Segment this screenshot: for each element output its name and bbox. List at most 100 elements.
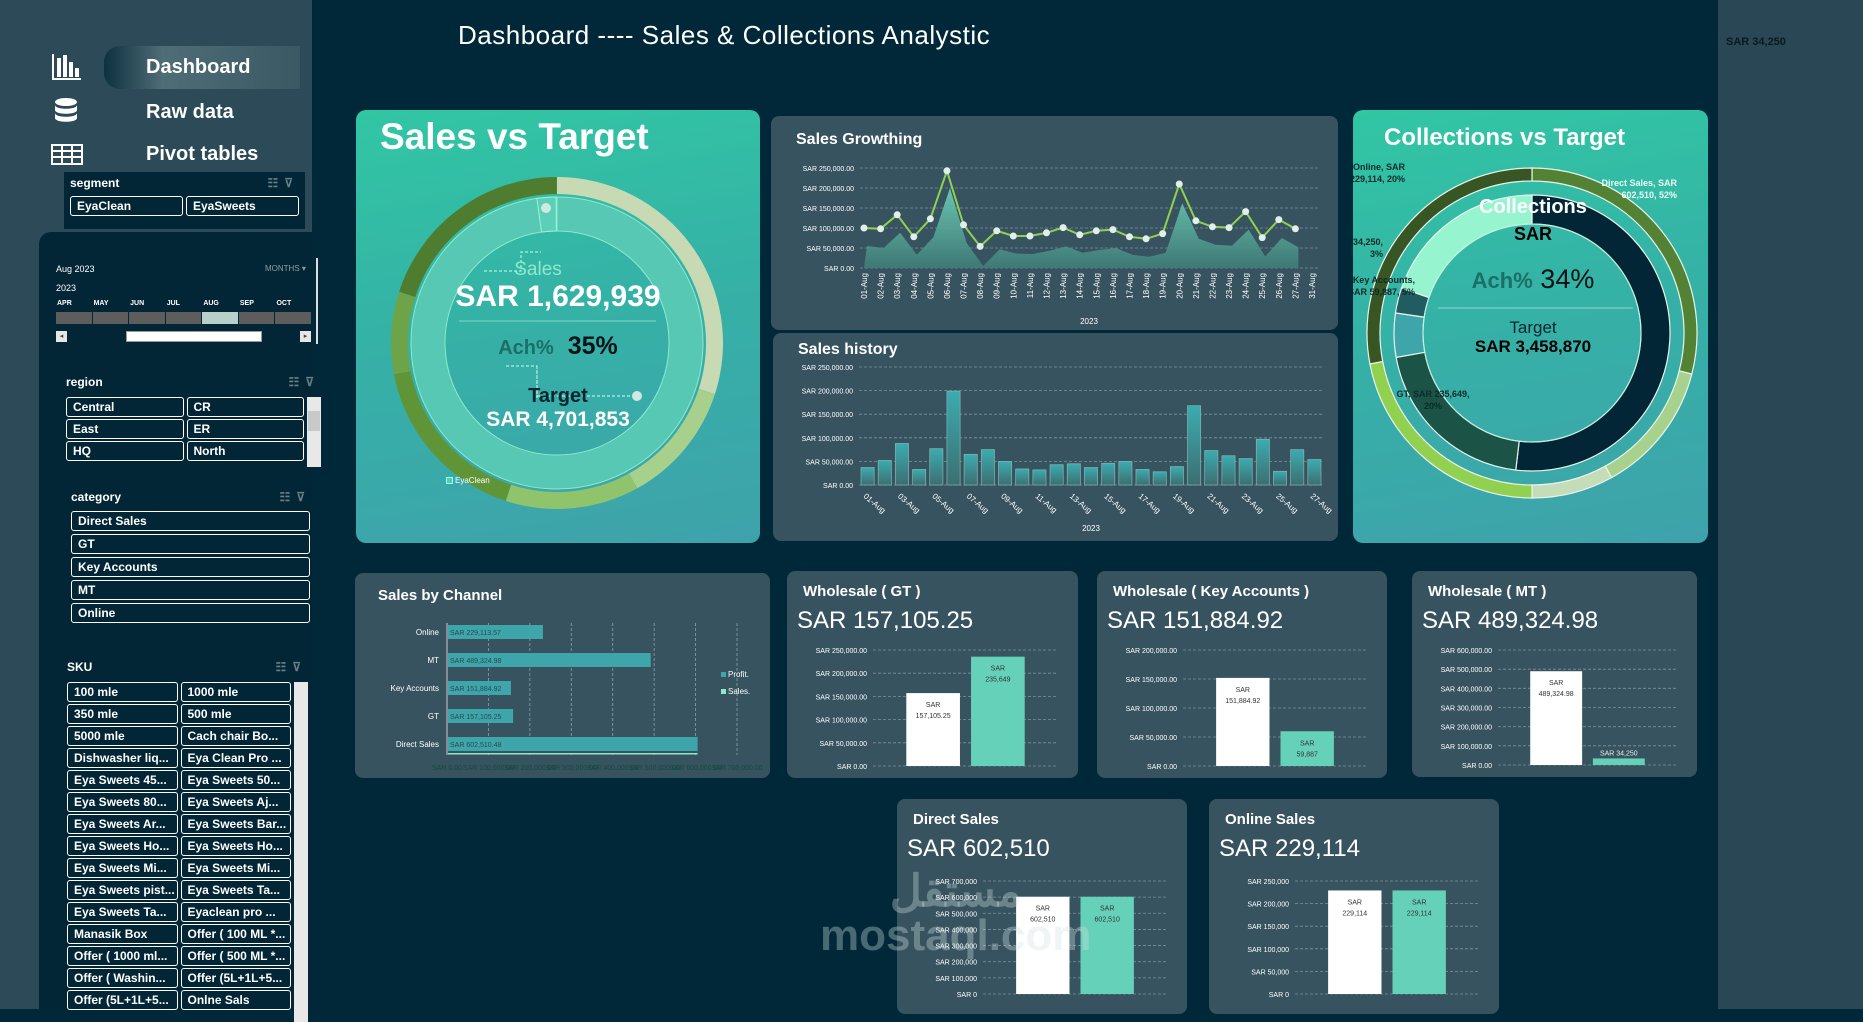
marker	[541, 203, 551, 213]
slicer-item[interactable]: Eya Sweets Ta...	[180, 880, 291, 900]
month-bar	[56, 312, 92, 324]
segment-item[interactable]: EyaSweets	[186, 196, 299, 216]
slicer-item[interactable]: Eya Sweets 50...	[180, 770, 291, 790]
data-label: SAR 602,510.48	[450, 742, 501, 749]
slicer-item[interactable]: Eyaclean pro ...	[180, 902, 291, 922]
timeline-month[interactable]: APR	[56, 300, 92, 325]
target-ring	[410, 196, 704, 490]
data-point	[893, 211, 901, 219]
slicer-item[interactable]: North	[186, 441, 304, 461]
slicer-item[interactable]: Offer ( Washin...	[67, 968, 178, 988]
category-item[interactable]: Direct Sales	[71, 511, 310, 531]
x-tick-label: SAR 700,000.00	[711, 765, 762, 772]
slicer-item[interactable]: Eya Sweets pist...	[67, 880, 178, 900]
sku-scrollbar[interactable]	[294, 682, 308, 1022]
month-label: AUG	[203, 300, 219, 307]
bar	[1187, 405, 1202, 486]
slicer-item[interactable]: East	[66, 419, 184, 439]
slicer-item[interactable]: Eya Sweets Bar...	[180, 814, 291, 834]
bar	[877, 460, 892, 486]
slicer-item[interactable]: Central	[66, 397, 184, 417]
target-value: SAR 4,701,853	[486, 408, 630, 431]
top-right-value: SAR 34,250	[1726, 36, 1786, 48]
slicer-item[interactable]: Eya Clean Pro ...	[180, 748, 291, 768]
donut-data-label: GT, SAR 235,649, 20%	[1396, 389, 1469, 411]
slicer-item[interactable]: Offer ( 100 ML *...	[180, 924, 291, 944]
bar	[448, 653, 651, 667]
slicer-item[interactable]: Eya Sweets Aj...	[180, 792, 291, 812]
multi-select-icon[interactable]: ☷	[279, 490, 297, 504]
slicer-item[interactable]: ER	[186, 419, 304, 439]
slicer-item[interactable]: Onlne Sals	[180, 990, 291, 1010]
slicer-item[interactable]: Offer (5L+1L+5...	[67, 990, 178, 1010]
bar	[946, 390, 961, 486]
timeline-scrollbar[interactable]: ◂ ▸	[56, 330, 311, 343]
slicer-item[interactable]: Eya Sweets Ta...	[67, 902, 178, 922]
nav-raw-data[interactable]: Raw data	[50, 90, 360, 134]
y-tick-label: SAR 100,000.00	[803, 226, 854, 233]
slicer-item[interactable]: 350 mle	[67, 704, 178, 724]
slicer-item[interactable]: Eya Sweets 80...	[67, 792, 178, 812]
y-tick-label: SAR 500,000.00	[1441, 667, 1492, 674]
nav-pivot-tables[interactable]: Pivot tables	[50, 132, 360, 176]
slicer-item[interactable]: Eya Sweets Mi...	[180, 858, 291, 878]
timeline-month[interactable]: AUG	[202, 300, 238, 325]
slicer-item[interactable]: Cach chair Bo...	[180, 726, 291, 746]
data-point	[1258, 234, 1266, 242]
clear-filter-icon[interactable]: ⊽	[305, 375, 320, 389]
x-tick-label: 25-Aug	[1258, 273, 1267, 299]
slicer-item[interactable]: CR	[186, 397, 304, 417]
scroll-left-arrow[interactable]: ◂	[56, 331, 67, 342]
slicer-item[interactable]: Eya Sweets Ar...	[67, 814, 178, 834]
slicer-item[interactable]: HQ	[66, 441, 184, 461]
slicer-item[interactable]: Eya Sweets 45...	[67, 770, 178, 790]
timeline-month[interactable]: JUL	[165, 300, 202, 325]
timeline-month[interactable]: OCT	[275, 300, 312, 325]
timeline-month[interactable]: SEP	[238, 300, 275, 325]
timeline-level-dropdown[interactable]: MONTHS ▾	[265, 264, 306, 273]
slicer-item[interactable]: 500 mle	[180, 704, 291, 724]
slicer-item[interactable]: Eya Sweets Ho...	[180, 836, 291, 856]
category-item[interactable]: Online	[71, 603, 310, 623]
multi-select-icon[interactable]: ☷	[275, 660, 293, 674]
data-point	[1175, 180, 1183, 188]
slicer-item[interactable]: Dishwasher liq...	[67, 748, 178, 768]
scroll-thumb[interactable]	[126, 331, 262, 342]
clear-filter-icon[interactable]: ⊽	[296, 490, 311, 504]
x-tick-label: 17-Aug	[1137, 492, 1163, 515]
slicer-item[interactable]: 100 mle	[67, 682, 178, 702]
region-scrollbar[interactable]	[307, 397, 321, 467]
nav-label: Pivot tables	[146, 142, 259, 165]
data-label: SAR 151,884.92	[450, 686, 501, 693]
y-tick-label: SAR 200,000.00	[802, 389, 853, 396]
y-tick-label: SAR 200,000.00	[816, 671, 867, 678]
outer-ring-segment	[399, 177, 557, 297]
bar	[1530, 671, 1583, 765]
legend-label: EyaClean	[455, 476, 490, 485]
segment-item[interactable]: EyaClean	[70, 196, 183, 216]
multi-select-icon[interactable]: ☷	[288, 375, 306, 389]
outer-ring-segment	[1366, 167, 1533, 365]
slicer-item[interactable]: Manasik Box	[67, 924, 178, 944]
slicer-item[interactable]: Offer ( 500 ML *...	[180, 946, 291, 966]
slicer-item[interactable]: 1000 mle	[180, 682, 291, 702]
scroll-right-arrow[interactable]: ▸	[300, 331, 311, 342]
database-icon	[55, 98, 77, 122]
slicer-item[interactable]: Offer (5L+1L+5...	[180, 968, 291, 988]
x-tick-label: 07-Aug	[965, 492, 991, 515]
timeline-month[interactable]: MAY	[92, 300, 129, 325]
category-item[interactable]: Key Accounts	[71, 557, 310, 577]
outer-ring-segment	[505, 473, 637, 509]
category-item[interactable]: GT	[71, 534, 310, 554]
timeline-month[interactable]: JUN	[129, 300, 165, 325]
slicer-item[interactable]: Eya Sweets Ho...	[67, 836, 178, 856]
slicer-item[interactable]: Offer ( 1000 ml...	[67, 946, 178, 966]
clear-filter-icon[interactable]: ⊽	[284, 176, 299, 190]
category-item[interactable]: MT	[71, 580, 310, 600]
slicer-item[interactable]: 5000 mle	[67, 726, 178, 746]
clear-filter-icon[interactable]: ⊽	[292, 660, 307, 674]
nav-dashboard[interactable]: Dashboard	[50, 45, 360, 89]
bar	[1328, 890, 1382, 994]
slicer-item[interactable]: Eya Sweets Mi...	[67, 858, 178, 878]
multi-select-icon[interactable]: ☷	[267, 176, 285, 190]
